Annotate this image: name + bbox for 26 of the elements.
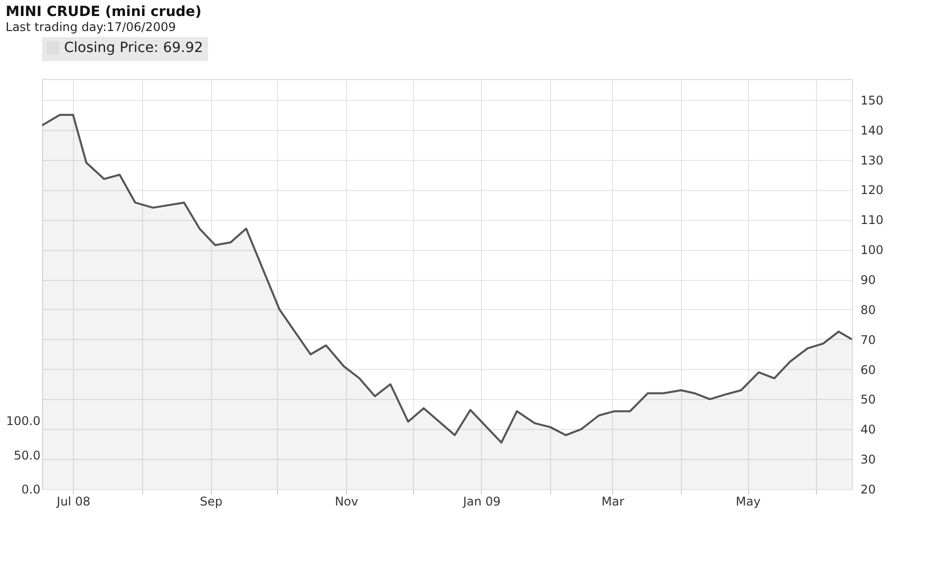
y-tick-label: 130 <box>860 153 884 168</box>
y-tick-label: 40 <box>860 422 876 437</box>
y-tick-label: 100 <box>860 243 884 258</box>
x-tick-label: Sep <box>200 494 222 508</box>
legend-label: Closing Price: 69.92 <box>64 40 204 56</box>
y-tick-label: 120 <box>860 183 884 198</box>
y-tick-label: 90 <box>860 273 876 288</box>
x-tick-label: Jul 08 <box>56 494 90 508</box>
y2-tick-label: 0.0 <box>21 482 40 496</box>
y-tick-label: 60 <box>860 362 876 377</box>
y-tick-label: 70 <box>860 332 876 347</box>
y2-tick-label: 50.0 <box>14 448 40 462</box>
y-tick-label: 110 <box>860 213 884 228</box>
x-tick-label: Nov <box>334 494 358 508</box>
chart-title: MINI CRUDE (mini crude) <box>6 4 202 20</box>
x-tick-label: Jan 09 <box>462 494 501 508</box>
y-tick-label: 80 <box>860 302 876 317</box>
y-tick-label: 150 <box>860 93 884 108</box>
x-tick-label: Mar <box>602 494 624 508</box>
y-tick-label: 30 <box>860 452 876 467</box>
y-tick-label: 20 <box>860 482 876 496</box>
y-tick-label: 140 <box>860 123 884 138</box>
y2-tick-label: 100.0 <box>6 414 40 428</box>
chart-subtitle: Last trading day:17/06/2009 <box>6 20 176 34</box>
y-tick-label: 50 <box>860 392 876 407</box>
x-tick-label: May <box>736 494 761 508</box>
